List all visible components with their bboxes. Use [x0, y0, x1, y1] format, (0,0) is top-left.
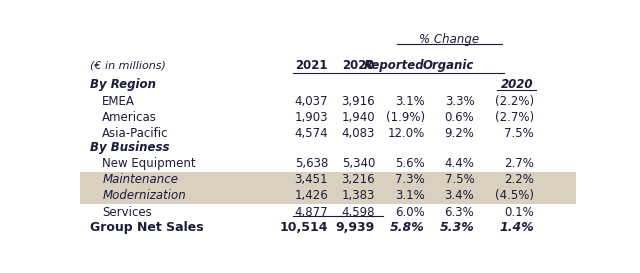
Text: Maintenance: Maintenance [102, 173, 179, 186]
Text: 4,083: 4,083 [342, 127, 375, 140]
Text: 3,451: 3,451 [294, 173, 328, 186]
Text: By Business: By Business [90, 141, 170, 154]
Text: 1.4%: 1.4% [499, 221, 534, 234]
Text: Reported: Reported [364, 59, 425, 72]
Text: 12.0%: 12.0% [387, 127, 425, 140]
Text: Modernization: Modernization [102, 189, 186, 202]
Text: Services: Services [102, 206, 152, 219]
Text: Group Net Sales: Group Net Sales [90, 221, 204, 234]
Text: (2.7%): (2.7%) [495, 111, 534, 124]
Text: 4,877: 4,877 [294, 206, 328, 219]
Text: 2.2%: 2.2% [504, 173, 534, 186]
Text: 3.3%: 3.3% [445, 94, 474, 108]
Text: 5,340: 5,340 [342, 157, 375, 170]
Text: 1,903: 1,903 [294, 111, 328, 124]
Text: 4,037: 4,037 [294, 94, 328, 108]
Text: 3,916: 3,916 [342, 94, 375, 108]
Text: 3.1%: 3.1% [395, 94, 425, 108]
Text: 2021: 2021 [296, 59, 328, 72]
Text: (1.9%): (1.9%) [385, 111, 425, 124]
Text: 7.5%: 7.5% [504, 127, 534, 140]
Text: (4.5%): (4.5%) [495, 189, 534, 202]
Text: 5,638: 5,638 [294, 157, 328, 170]
Text: 0.6%: 0.6% [445, 111, 474, 124]
Text: 10,514: 10,514 [280, 221, 328, 234]
Text: (2.2%): (2.2%) [495, 94, 534, 108]
Text: 1,426: 1,426 [294, 189, 328, 202]
Text: 6.3%: 6.3% [445, 206, 474, 219]
Text: 2.7%: 2.7% [504, 157, 534, 170]
Text: 0.1%: 0.1% [504, 206, 534, 219]
Text: By Region: By Region [90, 78, 156, 91]
Text: 2020: 2020 [342, 59, 375, 72]
Text: 9.2%: 9.2% [444, 127, 474, 140]
Text: 7.3%: 7.3% [395, 173, 425, 186]
Text: Asia-Pacific: Asia-Pacific [102, 127, 169, 140]
Text: Organic: Organic [423, 59, 474, 72]
Text: 4,574: 4,574 [294, 127, 328, 140]
Bar [80, 172, 576, 188]
Bar [80, 188, 576, 204]
Text: 3.4%: 3.4% [445, 189, 474, 202]
Text: 4.4%: 4.4% [444, 157, 474, 170]
Text: Americas: Americas [102, 111, 157, 124]
Text: 3.1%: 3.1% [395, 189, 425, 202]
Text: EMEA: EMEA [102, 94, 135, 108]
Text: 2020: 2020 [501, 78, 534, 91]
Text: 7.5%: 7.5% [445, 173, 474, 186]
Text: 5.8%: 5.8% [390, 221, 425, 234]
Text: 4,598: 4,598 [342, 206, 375, 219]
Text: % Change: % Change [419, 33, 479, 46]
Text: 6.0%: 6.0% [395, 206, 425, 219]
Text: 1,383: 1,383 [342, 189, 375, 202]
Text: 5.6%: 5.6% [395, 157, 425, 170]
Text: 9,939: 9,939 [336, 221, 375, 234]
Text: 1,940: 1,940 [342, 111, 375, 124]
Text: New Equipment: New Equipment [102, 157, 196, 170]
Text: (€ in millions): (€ in millions) [90, 60, 166, 70]
Text: 3,216: 3,216 [342, 173, 375, 186]
Text: 5.3%: 5.3% [440, 221, 474, 234]
